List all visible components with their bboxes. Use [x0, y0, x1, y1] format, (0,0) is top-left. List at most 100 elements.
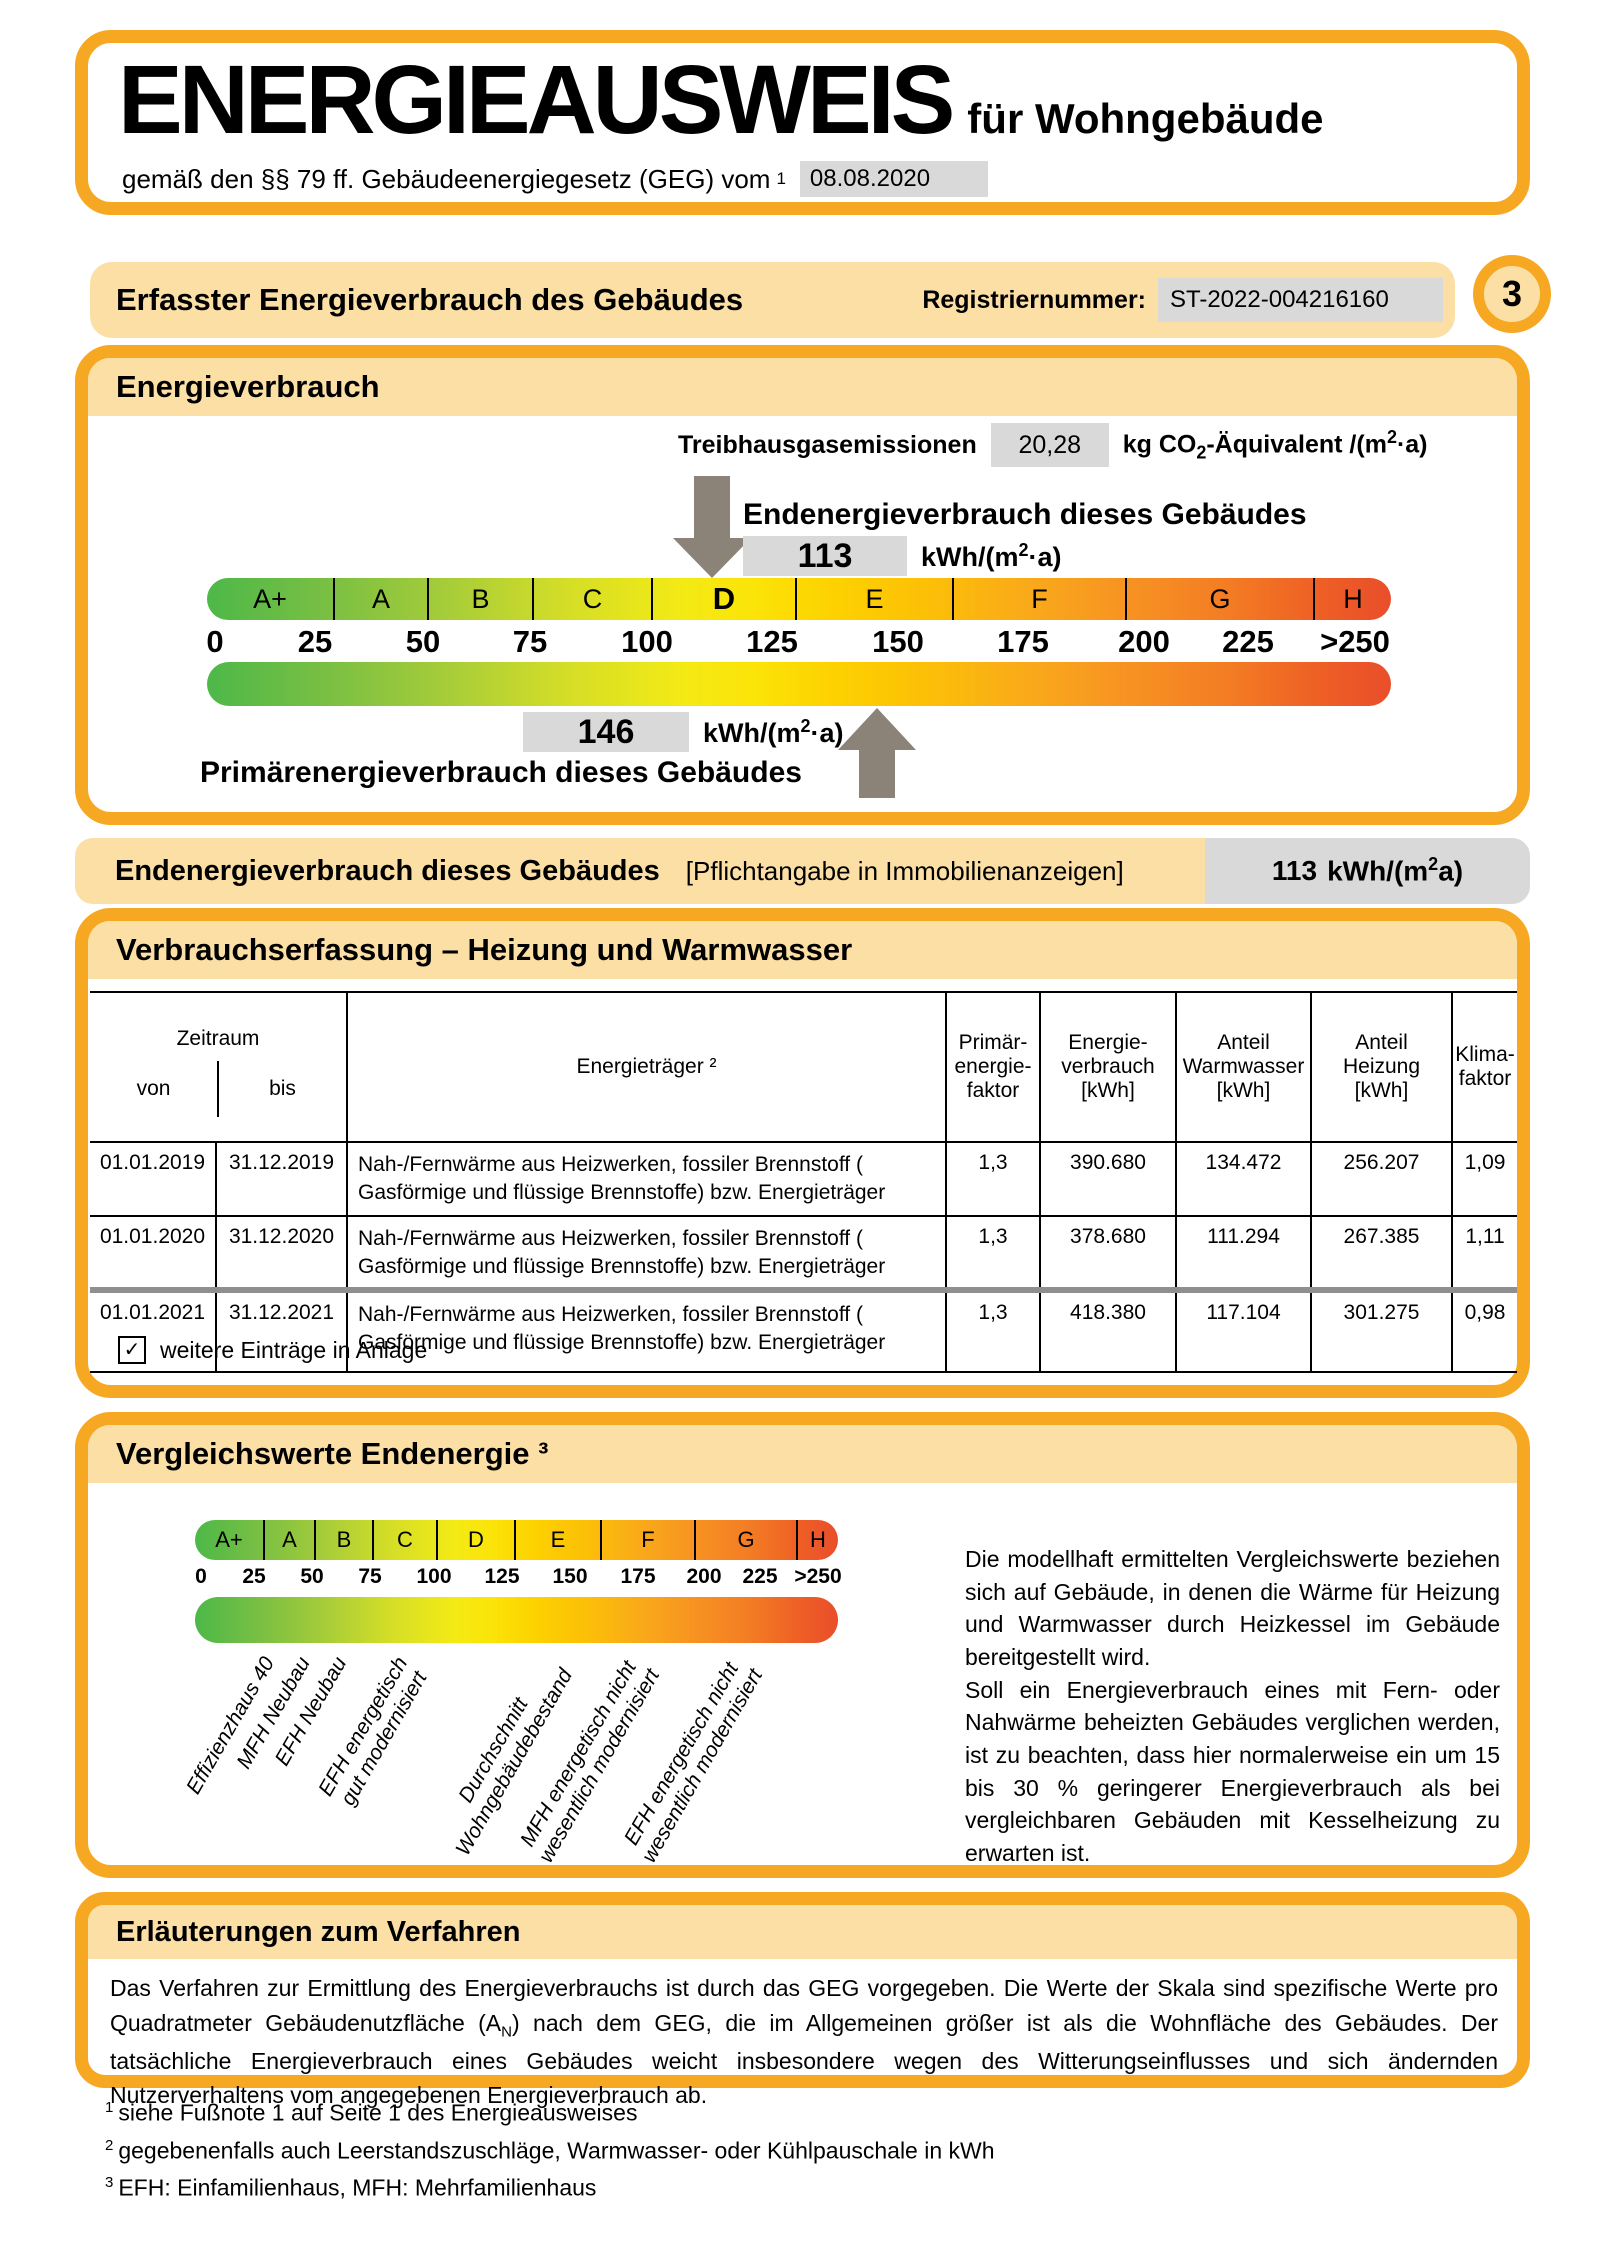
scale-segment-d-highlighted: D — [651, 578, 795, 620]
scale-letter-a-plus: A+ — [253, 583, 287, 614]
cmp-segment-f: F — [600, 1520, 694, 1560]
cell-warmwasser: 117.104 — [1175, 1287, 1311, 1372]
cmp-segment-b: B — [314, 1520, 372, 1560]
cmp-letter-b: B — [336, 1527, 352, 1552]
cell-verbrauch: 378.680 — [1039, 1215, 1176, 1290]
cell-heizung: 301.275 — [1310, 1287, 1452, 1372]
end-energy-arrow-shaft — [694, 476, 730, 540]
banner-value-field: 113 kWh/(m2a) — [1205, 838, 1530, 904]
cmp-tick-75: 75 — [358, 1565, 382, 1588]
more-entries-checkbox[interactable]: ✓ — [118, 1336, 146, 1364]
cell-warmwasser: 111.294 — [1175, 1215, 1311, 1290]
primary-energy-label: Primärenergieverbrauch dieses Gebäudes — [200, 756, 802, 789]
cell-von: 01.01.2021 — [90, 1287, 216, 1372]
cmp-tick-50: 50 — [300, 1565, 324, 1588]
col-header-anteil-warmwasser: Anteil Warmwasser [kWh] — [1175, 992, 1311, 1143]
scale-segment-a-plus: A+ — [207, 578, 333, 620]
cmp-letter-g: G — [737, 1527, 755, 1552]
cmp-segment-c: C — [372, 1520, 436, 1560]
explanation-text-sub: N — [501, 2023, 512, 2041]
end-unit-pre: kWh/(m — [921, 541, 1019, 572]
registration-number-field: ST-2022-004216160 — [1158, 278, 1443, 322]
cmp-letter-a: A — [282, 1527, 297, 1552]
primary-unit-pre: kWh/(m — [703, 717, 801, 748]
cmp-tick-0: 0 — [195, 1565, 207, 1588]
footnote-2-text: gegebenenfalls auch Leerstandszuschläge,… — [118, 2137, 995, 2164]
header-box: ENERGIEAUSWEIS für Wohngebäude gemäß den… — [75, 30, 1530, 215]
comparison-header-band: Vergleichswerte Endenergie ³ — [88, 1425, 1517, 1483]
banner-unit-post: a) — [1438, 855, 1464, 887]
primary-energy-value-row: 146 kWh/(m2·a) — [523, 712, 844, 752]
scale-segment-c: C — [532, 578, 651, 620]
end-energy-value-field: 113 — [743, 536, 907, 576]
tick-100: 100 — [621, 624, 673, 659]
scale-letter-f: F — [1031, 583, 1048, 614]
col-header-klimafaktor: Klima- faktor — [1451, 992, 1517, 1143]
cell-energietraeger: Nah-/Fernwärme aus Heizwerken, fossiler … — [346, 1141, 946, 1216]
end-energy-value-row: 113 kWh/(m2·a) — [743, 536, 1062, 576]
cell-bis: 31.12.2019 — [215, 1141, 347, 1216]
end-energy-arrow-icon — [673, 538, 751, 578]
cmp-segment-a: A — [263, 1520, 314, 1560]
explanation-header-band: Erläuterungen zum Verfahren — [88, 1905, 1517, 1959]
law-reference-line: gemäß den §§ 79 ff. Gebäudeenergiegesetz… — [122, 161, 988, 197]
cmp-letter-e: E — [550, 1527, 566, 1552]
scale-segment-f: F — [952, 578, 1125, 620]
section-title-bar: Erfasster Energieverbrauch des Gebäudes … — [90, 262, 1455, 338]
cmp-letter-h: H — [810, 1527, 826, 1552]
cmp-segment-e: E — [514, 1520, 600, 1560]
document-subtitle: für Wohngebäude — [967, 95, 1324, 142]
document-title: ENERGIEAUSWEIS — [118, 45, 955, 154]
comparison-class-scale: A+ A B C D E F G H — [195, 1520, 838, 1560]
header-title-row: ENERGIEAUSWEIS für Wohngebäude — [118, 51, 1324, 148]
table-row: 01.01.2021 31.12.2021 Nah-/Fernwärme aus… — [90, 1287, 1517, 1372]
footnote-1-text: siehe Fußnote 1 auf Seite 1 des Energiea… — [118, 2099, 638, 2126]
energy-class-scale: A+ A B C D E F G H — [207, 578, 1391, 620]
consumption-table-box: Verbrauchserfassung – Heizung und Warmwa… — [75, 908, 1530, 1398]
end-unit-sup: 2 — [1018, 539, 1029, 560]
end-energy-label: Endenergieverbrauch dieses Gebäudes — [743, 498, 1307, 531]
cell-heizung: 256.207 — [1310, 1141, 1452, 1216]
footnote-3: 3 EFH: Einfamilienhaus, MFH: Mehrfamilien… — [105, 2175, 995, 2200]
tick-0: 0 — [206, 624, 224, 659]
tick-200: 200 — [1118, 624, 1170, 659]
cmp-tick-175: 175 — [620, 1565, 656, 1588]
bis-label: bis — [217, 1061, 346, 1117]
scale-letter-h: H — [1343, 583, 1363, 614]
cmp-tick-200: 200 — [686, 1565, 722, 1588]
scale-ticks-row: 0 25 50 75 100 125 150 175 200 225 >250 — [206, 624, 1391, 659]
scale-letter-g: G — [1209, 583, 1231, 614]
page-number-badge: 3 — [1473, 255, 1551, 333]
registration-number-label: Registriernummer: — [922, 285, 1146, 314]
ghg-row: Treibhausgasemissionen 20,28 kg CO2-Äqui… — [678, 422, 1428, 468]
scale-letter-c: C — [582, 583, 603, 614]
explanation-box: Erläuterungen zum Verfahren Das Verfahre… — [75, 1892, 1530, 2108]
energy-consumption-header-band: Energieverbrauch — [88, 358, 1517, 416]
primary-energy-unit: kWh/(m2·a) — [703, 716, 844, 749]
cell-klimafaktor: 0,98 — [1451, 1287, 1517, 1372]
primary-energy-arrow-icon — [838, 708, 916, 750]
ghg-unit-mid: -Äquivalent /(m — [1206, 430, 1387, 459]
scale-segment-g: G — [1125, 578, 1313, 620]
ghg-unit-sup: 2 — [1386, 426, 1397, 447]
comparison-info-text: Die modellhaft ermittelten Vergleichswer… — [965, 1543, 1500, 1870]
comparison-ticks-row: 0 25 50 75 100 125 150 175 200 225 >250 — [195, 1565, 842, 1591]
comparison-gradient-band — [195, 1597, 838, 1643]
end-energy-unit: kWh/(m2·a) — [921, 540, 1062, 573]
banner-value: 113 — [1271, 855, 1318, 886]
cell-heizung: 267.385 — [1310, 1215, 1452, 1290]
col-header-anteil-heizung: Anteil Heizung [kWh] — [1310, 992, 1452, 1143]
table-row: 01.01.2019 31.12.2019 Nah-/Fernwärme aus… — [90, 1141, 1517, 1216]
col-header-primaerenergiefaktor: Primär- energie- faktor — [945, 992, 1040, 1143]
ghg-label: Treibhausgasemissionen — [678, 430, 977, 459]
cmp-letter-c: C — [397, 1527, 413, 1552]
tick-75: 75 — [512, 624, 548, 659]
footnote-1: 1 siehe Fußnote 1 auf Seite 1 des Energie… — [105, 2100, 995, 2125]
col-header-energieverbrauch: Energie- verbrauch [kWh] — [1039, 992, 1176, 1143]
explanation-title: Erläuterungen zum Verfahren — [116, 1915, 521, 1948]
primary-energy-value-field: 146 — [523, 712, 689, 752]
cell-klimafaktor: 1,11 — [1451, 1215, 1517, 1290]
comparison-info-paragraph-1: Die modellhaft ermittelten Vergleichswer… — [965, 1546, 1500, 1670]
explanation-text: Das Verfahren zur Ermittlung des Energie… — [110, 1971, 1498, 2113]
